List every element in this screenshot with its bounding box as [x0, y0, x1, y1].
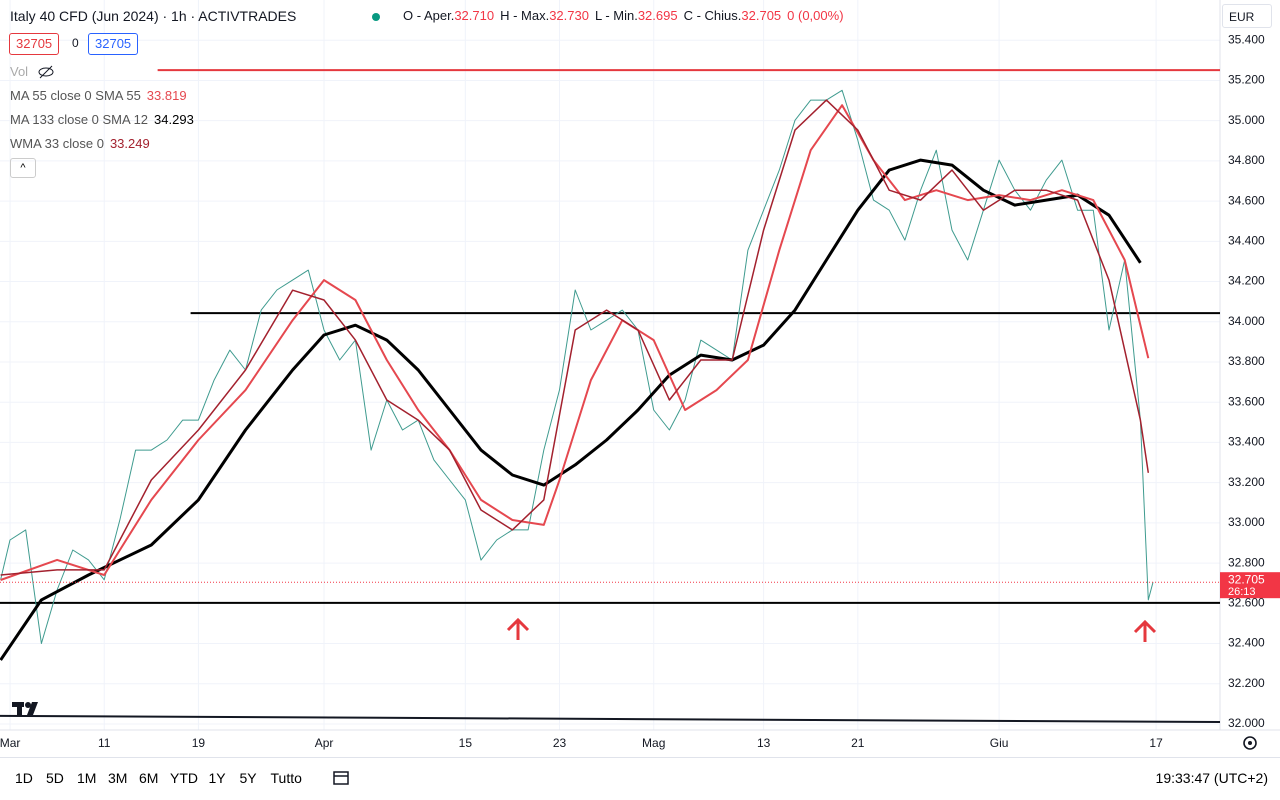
y-tick-label: 34.200	[1228, 274, 1265, 288]
legend-value: 34.293	[154, 112, 194, 127]
countdown: 26:13	[1228, 586, 1256, 598]
volume-label[interactable]: Vol	[10, 64, 29, 79]
legend-value: 33.249	[109, 136, 150, 151]
ohlc-label: O - Aper.	[403, 8, 455, 23]
chart: 32.000 32.200 32.400 32.600 32.800 33.000 33.2…	[0, 0, 1280, 750]
y-tick-label: 32.600	[1228, 595, 1265, 609]
collapse-button[interactable]: ^	[10, 158, 36, 178]
currency[interactable]: EUR	[1222, 4, 1272, 28]
last-price-badge	[1220, 572, 1280, 599]
ohlc-label: C - Chius.	[683, 8, 742, 23]
x-tick-label: Mag	[642, 736, 665, 750]
legend-item[interactable]: MA 55 close 0 SMA 55 33.819	[10, 88, 187, 103]
x-tick-label: Mar	[0, 736, 20, 750]
ohlc-value: 32.710	[454, 8, 495, 23]
last-price-label: 32.705	[1228, 572, 1265, 586]
range-button[interactable]: 1Y	[208, 770, 226, 786]
range-button[interactable]: YTD	[170, 770, 198, 786]
y-tick-label: 34.400	[1228, 233, 1265, 247]
settings-icon[interactable]	[1243, 736, 1257, 750]
status-dot	[372, 13, 380, 21]
ohlc-label: 0 (0,00%)	[787, 8, 844, 23]
grid	[0, 0, 1220, 730]
y-tick-label: 32.200	[1228, 676, 1265, 690]
date-range-icon[interactable]	[331, 767, 351, 787]
x-tick-label: 17	[1149, 736, 1163, 750]
x-tick-label: 21	[851, 736, 865, 750]
toolbar: 1D 5D 1M 3M 6M YTD 1Y 5Y Tutto 19:33:47 (UTC+2)	[0, 757, 1280, 796]
x-tick-label: 15	[459, 736, 473, 750]
y-tick-label: 35.200	[1228, 73, 1265, 87]
series-line	[0, 89, 1154, 644]
range-button[interactable]: Tutto	[270, 770, 302, 786]
range-button[interactable]: 1D	[15, 770, 33, 786]
x-tick-label: 11	[98, 736, 111, 750]
legend-item[interactable]: MA 133 close 0 SMA 12 34.293	[10, 112, 194, 127]
arrow	[506, 617, 1157, 642]
y-tick-label: 33.000	[1228, 515, 1265, 529]
y-tick-label: 34.800	[1228, 153, 1265, 167]
range-button[interactable]: 5Y	[239, 770, 257, 786]
range-button[interactable]: 1M	[77, 770, 97, 786]
x-tick-label: 19	[192, 736, 206, 750]
range-button[interactable]: 3M	[108, 770, 128, 786]
y-tick-label: 32.400	[1228, 636, 1265, 650]
buy-button[interactable]: 32705	[88, 33, 139, 55]
ohlc-value: 32.705	[741, 8, 782, 23]
y-tick-label: 34.600	[1228, 193, 1265, 207]
range-button[interactable]: 5D	[46, 770, 64, 786]
clock[interactable]: 19:33:47 (UTC+2)	[1155, 770, 1268, 786]
y-tick-label: 33.400	[1228, 435, 1265, 449]
series-line	[0, 99, 1150, 576]
y-tick-label: 33.200	[1228, 475, 1265, 489]
symbol-title[interactable]: Italy 40 CFD (Jun 2024) · 1h · ACTIVTRAD…	[10, 8, 297, 24]
ohlc-label: L - Min.	[594, 8, 638, 23]
y-tick-label: 34.000	[1228, 314, 1265, 328]
hide-icon[interactable]	[37, 64, 55, 80]
x-tick-label: 13	[757, 736, 771, 750]
legend-value: 33.819	[146, 88, 187, 103]
legend-name: MA 133 close 0 SMA 12	[10, 112, 149, 127]
y-tick-label: 33.600	[1228, 394, 1265, 408]
ohlc-value: 32.695	[637, 8, 678, 23]
ohlc-value: 32.730	[549, 8, 589, 23]
y-tick-label: 32.800	[1228, 555, 1265, 569]
x-tick-label: Giu	[990, 736, 1009, 750]
y-tick-label: 33.800	[1228, 354, 1265, 368]
x-tick-label: 23	[553, 736, 567, 750]
sell-button[interactable]: 32705	[9, 33, 60, 55]
range-button[interactable]: 6M	[139, 770, 159, 786]
ohlc: O - Aper.32.710 H - Max.32.730 L - Min.32.…	[403, 8, 844, 23]
trend-line	[0, 714, 1221, 723]
legend-name: WMA 33 close 0	[10, 136, 104, 151]
x-tick-label: Apr	[315, 736, 334, 750]
tv-logo	[12, 702, 38, 715]
legend-item[interactable]: WMA 33 close 0 33.249	[10, 136, 150, 151]
ohlc-label: H - Max.	[500, 8, 550, 23]
spread: 0	[72, 36, 79, 50]
y-tick-label: 35.000	[1228, 113, 1265, 127]
series-line	[0, 158, 1142, 661]
series-line	[0, 104, 1150, 581]
y-tick-label: 35.400	[1228, 32, 1265, 46]
legend-name: MA 55 close 0 SMA 55	[10, 88, 141, 103]
y-tick-label: 32.000	[1228, 716, 1265, 730]
